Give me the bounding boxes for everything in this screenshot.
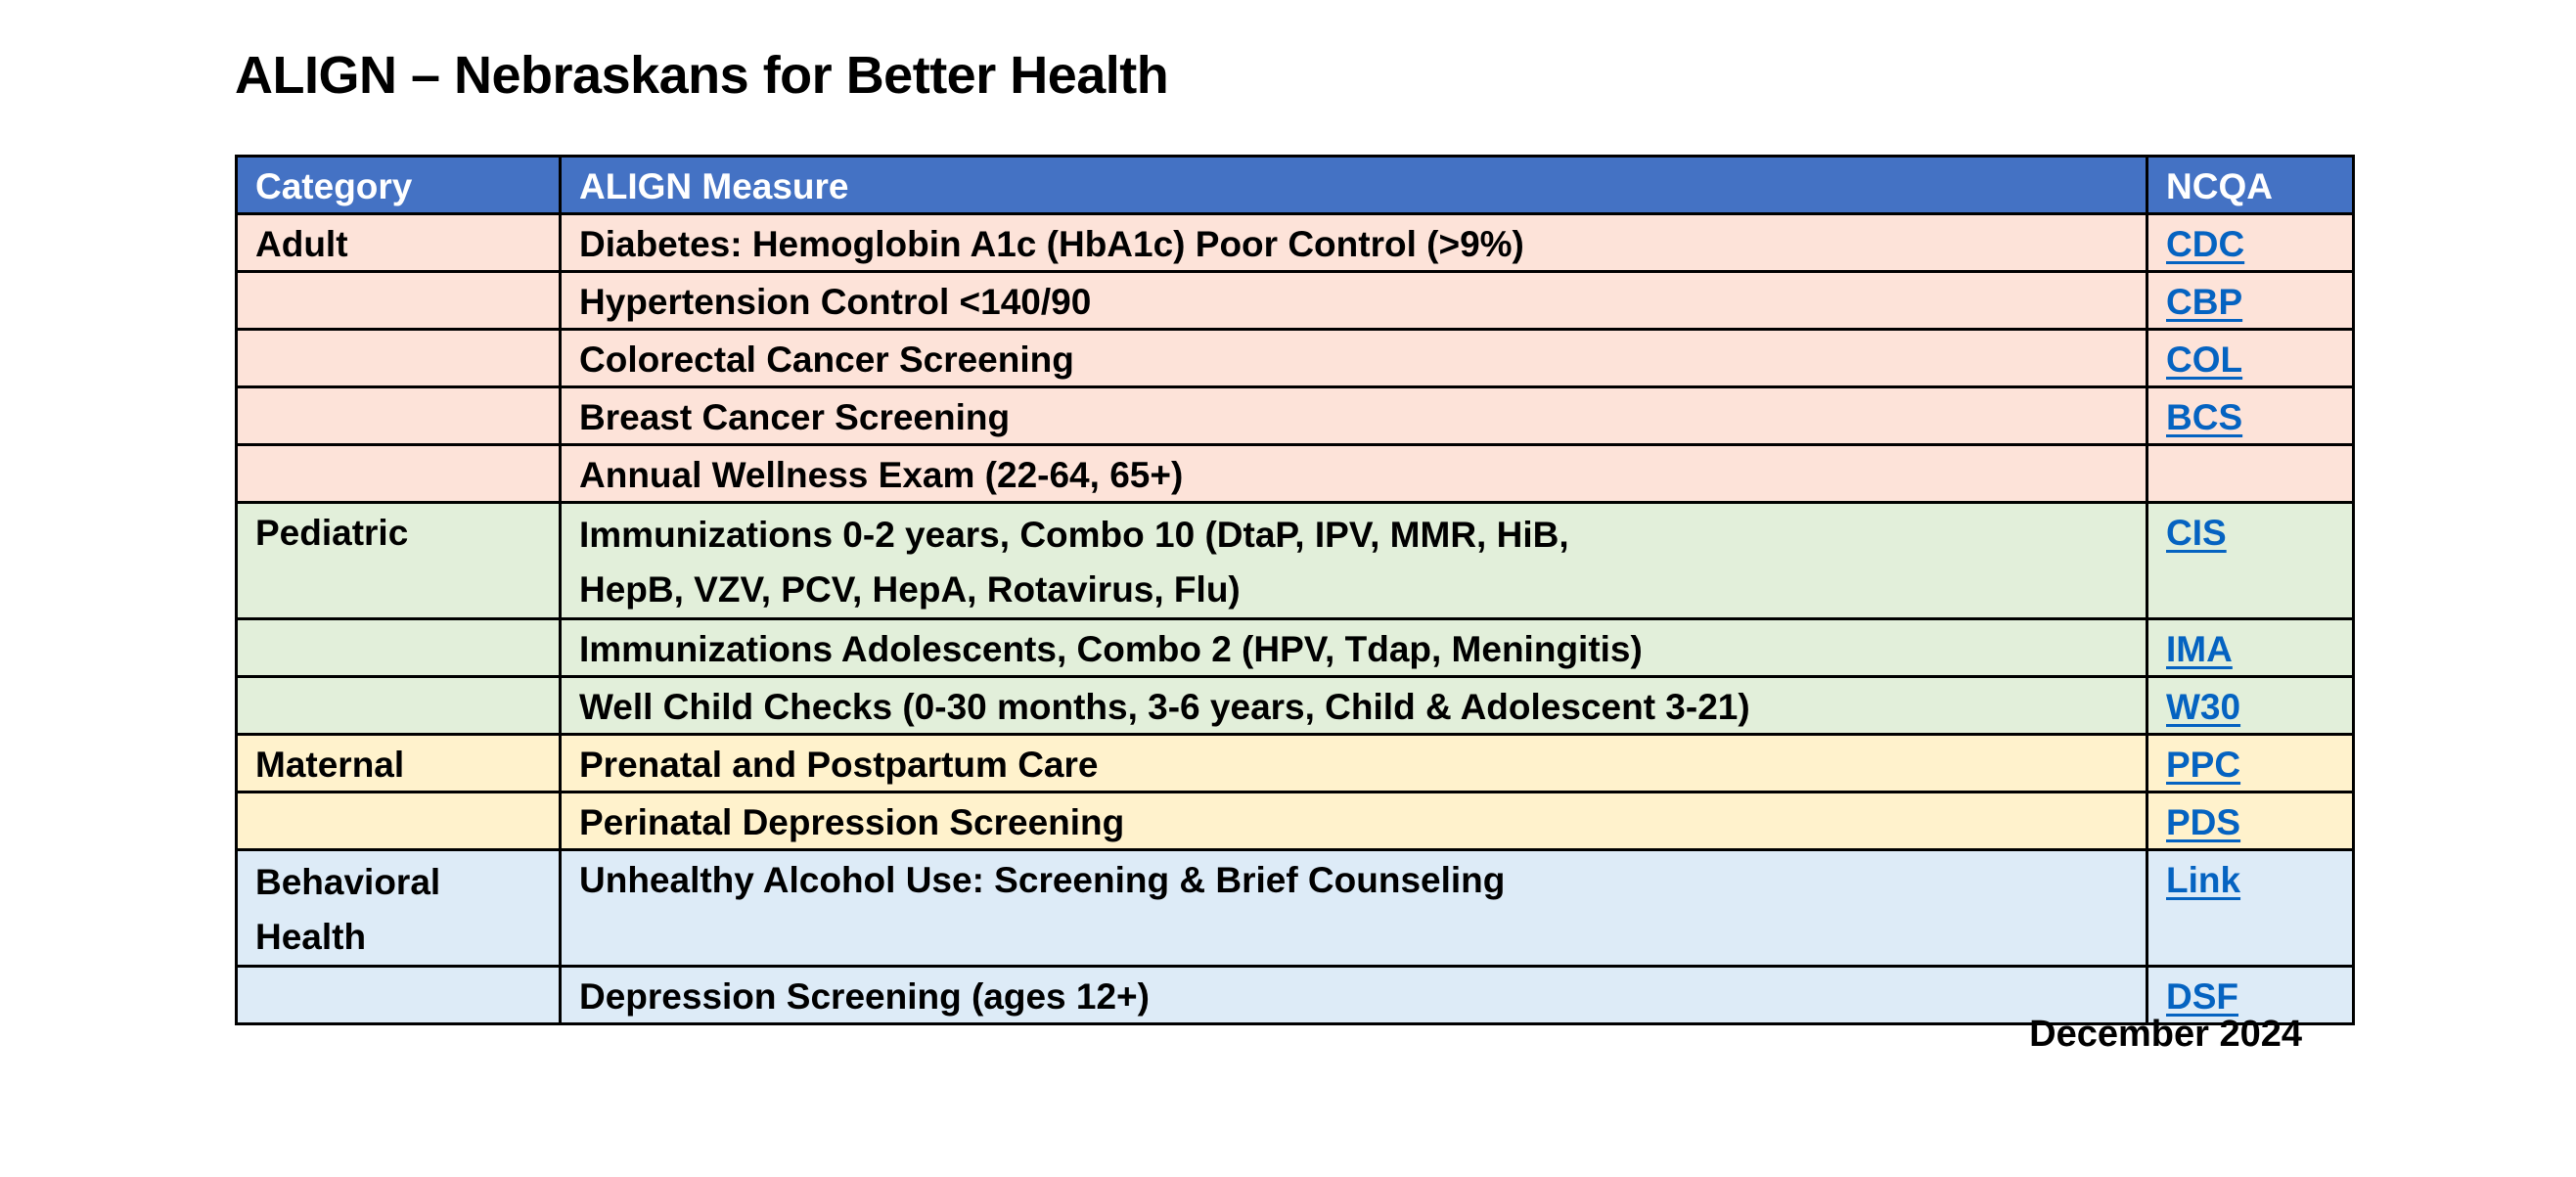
- ncqa-link-col[interactable]: COL: [2166, 340, 2243, 380]
- table-row: Maternal Prenatal and Postpartum Care PP…: [235, 733, 2355, 793]
- ncqa-cell: COL: [2146, 328, 2355, 388]
- ncqa-link-pds[interactable]: PDS: [2166, 802, 2241, 842]
- ncqa-cell: DSF: [2146, 965, 2355, 1025]
- measure-cell: Well Child Checks (0-30 months, 3-6 year…: [559, 675, 2148, 736]
- measure-cell: Unhealthy Alcohol Use: Screening & Brief…: [559, 848, 2148, 968]
- measure-cell: Hypertension Control <140/90: [559, 270, 2148, 331]
- category-cell: [235, 443, 562, 504]
- header-category: Category: [235, 155, 562, 215]
- table-row: Immunizations Adolescents, Combo 2 (HPV,…: [235, 617, 2355, 678]
- category-cell: [235, 965, 562, 1025]
- category-cell: Pediatric: [235, 501, 562, 620]
- ncqa-link-bcs[interactable]: BCS: [2166, 397, 2243, 437]
- ncqa-cell: BCS: [2146, 385, 2355, 446]
- category-cell: Behavioral Health: [235, 848, 562, 968]
- category-line-1: Behavioral: [255, 862, 441, 902]
- measure-cell: Depression Screening (ages 12+): [559, 965, 2148, 1025]
- category-cell: [235, 385, 562, 446]
- page-title: ALIGN – Nebraskans for Better Health: [235, 46, 1169, 105]
- ncqa-link-ima[interactable]: IMA: [2166, 629, 2233, 669]
- table-row: Depression Screening (ages 12+) DSF: [235, 965, 2355, 1025]
- measure-cell: Colorectal Cancer Screening: [559, 328, 2148, 388]
- ncqa-link-cbp[interactable]: CBP: [2166, 282, 2243, 322]
- ncqa-cell: CBP: [2146, 270, 2355, 331]
- table-row: Colorectal Cancer Screening COL: [235, 328, 2355, 388]
- document-date: December 2024: [2029, 1014, 2302, 1055]
- table-row: Pediatric Immunizations 0-2 years, Combo…: [235, 501, 2355, 620]
- table-header-row: Category ALIGN Measure NCQA: [235, 155, 2355, 215]
- ncqa-link-w30[interactable]: W30: [2166, 687, 2241, 727]
- category-cell: Adult: [235, 212, 562, 273]
- ncqa-cell: IMA: [2146, 617, 2355, 678]
- table-row: Perinatal Depression Screening PDS: [235, 791, 2355, 851]
- ncqa-cell: CIS: [2146, 501, 2355, 620]
- table-row: Breast Cancer Screening BCS: [235, 385, 2355, 446]
- ncqa-link-alcohol[interactable]: Link: [2166, 860, 2241, 900]
- ncqa-link-cis[interactable]: CIS: [2166, 513, 2227, 553]
- measure-cell: Immunizations 0-2 years, Combo 10 (DtaP,…: [559, 501, 2148, 620]
- header-measure: ALIGN Measure: [559, 155, 2148, 215]
- ncqa-cell: PPC: [2146, 733, 2355, 793]
- category-cell: [235, 617, 562, 678]
- measure-cell: Annual Wellness Exam (22-64, 65+): [559, 443, 2148, 504]
- measure-cell: Perinatal Depression Screening: [559, 791, 2148, 851]
- measure-line-1: Immunizations 0-2 years, Combo 10 (DtaP,…: [579, 515, 1569, 555]
- category-cell: [235, 791, 562, 851]
- ncqa-cell: [2146, 443, 2355, 504]
- measure-cell: Immunizations Adolescents, Combo 2 (HPV,…: [559, 617, 2148, 678]
- header-ncqa: NCQA: [2146, 155, 2355, 215]
- table-row: Annual Wellness Exam (22-64, 65+): [235, 443, 2355, 504]
- ncqa-cell: W30: [2146, 675, 2355, 736]
- measure-line-2: HepB, VZV, PCV, HepA, Rotavirus, Flu): [579, 569, 1241, 610]
- ncqa-cell: CDC: [2146, 212, 2355, 273]
- table-row: Well Child Checks (0-30 months, 3-6 year…: [235, 675, 2355, 736]
- category-cell: [235, 328, 562, 388]
- category-cell: Maternal: [235, 733, 562, 793]
- ncqa-cell: PDS: [2146, 791, 2355, 851]
- ncqa-link-dsf[interactable]: DSF: [2166, 976, 2238, 1017]
- category-cell: [235, 270, 562, 331]
- table-row: Hypertension Control <140/90 CBP: [235, 270, 2355, 331]
- table-row: Behavioral Health Unhealthy Alcohol Use: …: [235, 848, 2355, 968]
- measures-table: Category ALIGN Measure NCQA Adult Diabet…: [235, 155, 2355, 1025]
- table-row: Adult Diabetes: Hemoglobin A1c (HbA1c) P…: [235, 212, 2355, 273]
- measure-cell: Prenatal and Postpartum Care: [559, 733, 2148, 793]
- ncqa-cell: Link: [2146, 848, 2355, 968]
- measure-cell: Diabetes: Hemoglobin A1c (HbA1c) Poor Co…: [559, 212, 2148, 273]
- category-line-2: Health: [255, 917, 367, 957]
- category-cell: [235, 675, 562, 736]
- measure-cell: Breast Cancer Screening: [559, 385, 2148, 446]
- ncqa-link-ppc[interactable]: PPC: [2166, 745, 2241, 785]
- ncqa-link-cdc[interactable]: CDC: [2166, 224, 2245, 264]
